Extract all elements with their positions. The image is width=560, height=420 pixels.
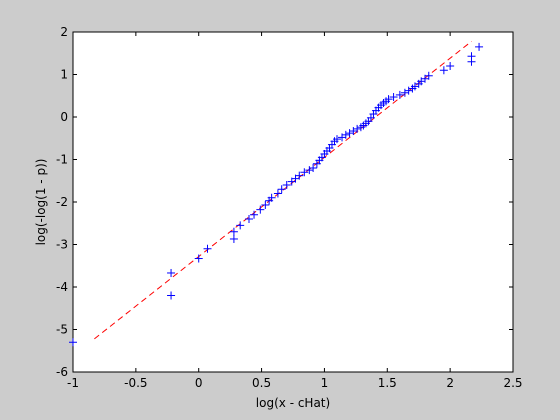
data-point — [305, 166, 314, 175]
data-point — [475, 42, 484, 51]
data-point — [282, 181, 291, 189]
data-points-layer — [69, 42, 484, 347]
x-ticks: -1 -0.5 0 0.5 1 1.5 2 2.5 — [67, 32, 523, 390]
y-tick-label: 0 — [60, 110, 68, 124]
x-axis-label: log(x - cHat) — [256, 396, 330, 410]
data-point — [333, 135, 341, 144]
data-point — [395, 90, 404, 99]
data-point — [229, 227, 238, 236]
data-point — [273, 189, 282, 198]
data-point — [295, 171, 304, 180]
data-point — [236, 221, 245, 230]
data-point — [245, 215, 253, 223]
data-point — [353, 124, 362, 133]
data-point — [167, 291, 176, 300]
x-tick-label: -0.5 — [124, 376, 147, 390]
y-tick-label: -5 — [56, 323, 68, 337]
data-point — [404, 86, 413, 95]
x-tick-label: 2 — [446, 376, 454, 390]
data-point — [250, 210, 259, 219]
x-tick-label: -1 — [67, 376, 79, 390]
x-tick-label: 0 — [195, 376, 203, 390]
data-point — [203, 244, 212, 253]
data-point — [300, 168, 309, 177]
x-tick-label: 1 — [321, 376, 329, 390]
data-point — [424, 71, 433, 80]
y-tick-label: 2 — [60, 25, 68, 39]
data-point — [439, 66, 448, 75]
y-tick-label: -2 — [56, 195, 68, 209]
data-point — [384, 95, 393, 104]
data-point — [261, 200, 270, 209]
plot-area — [72, 31, 514, 373]
y-tick-label: -3 — [56, 238, 68, 252]
y-axis-label: log(-log(1 - p)) — [34, 159, 48, 246]
data-point — [467, 52, 476, 61]
y-tick-label: 1 — [60, 68, 68, 82]
data-point — [446, 62, 455, 70]
data-point — [277, 185, 286, 194]
data-point — [69, 338, 77, 347]
y-tick-label: -6 — [56, 365, 68, 379]
data-point — [309, 164, 318, 172]
data-point — [229, 234, 238, 243]
data-point — [400, 88, 409, 97]
data-point — [267, 193, 276, 202]
y-ticks: -6 -5 -4 -3 -2 -1 0 1 2 — [56, 25, 513, 379]
data-point — [349, 127, 358, 136]
x-tick-label: 2.5 — [503, 376, 522, 390]
x-tick-label: 1.5 — [378, 376, 397, 390]
data-point — [194, 254, 203, 263]
data-point — [389, 93, 398, 102]
y-tick-label: -4 — [56, 280, 68, 294]
y-tick-label: -1 — [56, 153, 68, 167]
data-point — [256, 205, 265, 214]
data-point — [341, 130, 350, 139]
x-tick-label: 0.5 — [252, 376, 271, 390]
data-point — [167, 268, 176, 277]
data-point — [345, 129, 354, 138]
